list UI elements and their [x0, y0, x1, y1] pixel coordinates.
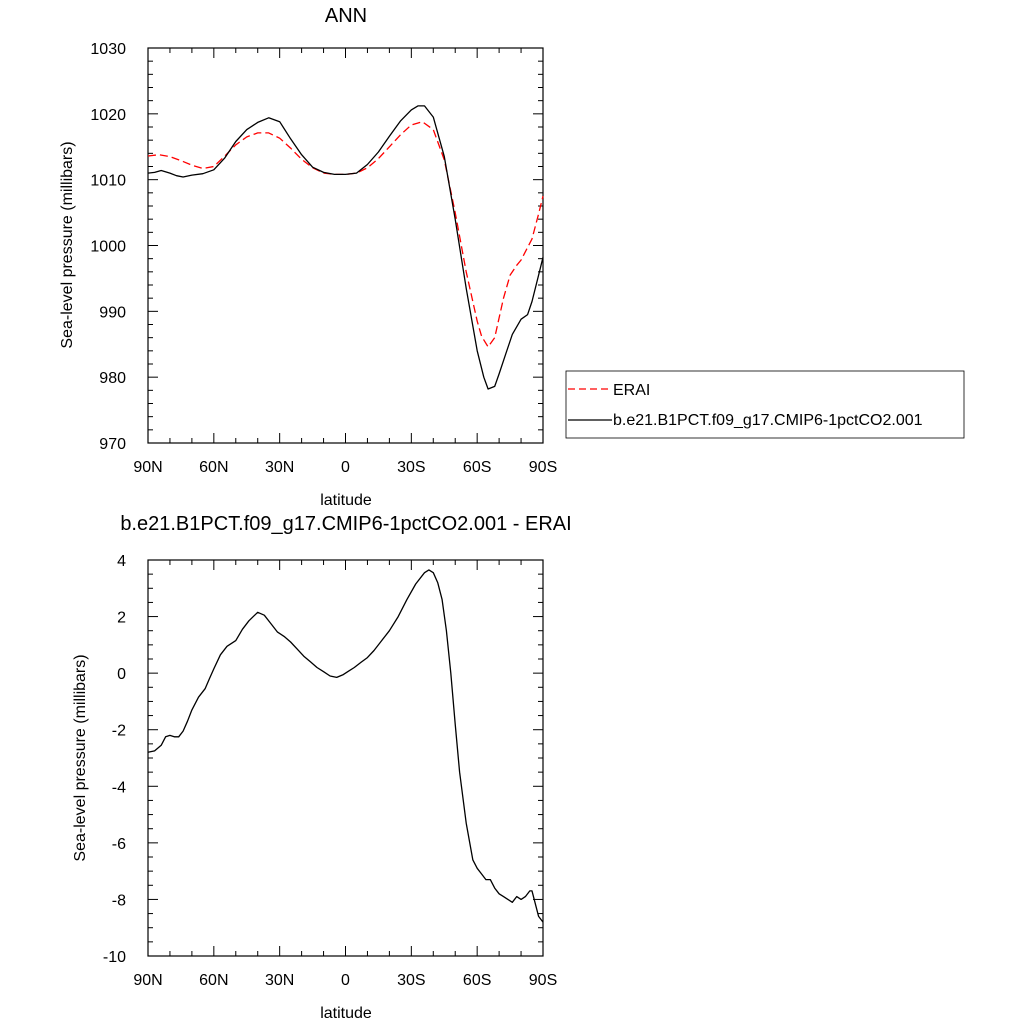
y-tick-label: -8 [112, 892, 126, 909]
y-tick-label: 980 [99, 370, 126, 387]
x-tick-label: 60S [463, 459, 491, 476]
bottom-y-tick-labels: -10 -8 -6 -4 -2 0 2 4 [103, 553, 126, 966]
x-tick-label: 60S [463, 972, 491, 989]
bottom-panel: b.e21.B1PCT.f09_g17.CMIP6-1pctCO2.001 - … [72, 513, 572, 1022]
x-tick-label: 30S [397, 459, 425, 476]
x-tick-label: 30N [265, 459, 294, 476]
bottom-ticks [147, 559, 544, 957]
top-series-lines [147, 105, 544, 390]
y-tick-label: 1030 [90, 41, 126, 58]
y-tick-label: 1020 [90, 107, 126, 124]
y-tick-label: 970 [99, 436, 126, 453]
bottom-y-axis-label: Sea-level pressure (millibars) [72, 654, 89, 861]
y-tick-label: -2 [112, 723, 126, 740]
y-tick-label: 1010 [90, 173, 126, 190]
y-tick-label: 4 [117, 553, 126, 570]
bottom-x-axis-label: latitude [320, 1005, 372, 1022]
bottom-x-tick-labels: 90N 60N 30N 0 30S 60S 90S [133, 972, 557, 989]
series-line-erai [147, 121, 544, 348]
legend: ERAI b.e21.B1PCT.f09_g17.CMIP6-1pctCO2.0… [565, 370, 965, 439]
top-y-axis-label: Sea-level pressure (millibars) [59, 141, 76, 348]
y-tick-label: 2 [117, 610, 126, 627]
bottom-chart-title: b.e21.B1PCT.f09_g17.CMIP6-1pctCO2.001 - … [120, 513, 571, 535]
y-tick-label: -10 [103, 949, 126, 966]
x-tick-label: 90N [133, 459, 162, 476]
x-tick-label: 30S [397, 972, 425, 989]
y-tick-label: 0 [117, 666, 126, 683]
x-tick-label: 90S [529, 972, 557, 989]
top-x-tick-labels: 90N 60N 30N 0 30S 60S 90S [133, 459, 557, 476]
bottom-series-lines [147, 569, 544, 923]
y-tick-label: -6 [112, 836, 126, 853]
x-tick-label: 0 [341, 972, 350, 989]
top-y-tick-labels: 970 980 990 1000 1010 1020 1030 [90, 41, 126, 453]
x-tick-label: 30N [265, 972, 294, 989]
series-line-model [147, 105, 544, 390]
y-tick-label: -4 [112, 779, 126, 796]
x-tick-label: 90N [133, 972, 162, 989]
top-plot-frame [147, 47, 544, 444]
y-tick-label: 1000 [90, 239, 126, 256]
series-line-difference [147, 569, 544, 923]
legend-box [565, 370, 965, 439]
y-tick-label: 990 [99, 304, 126, 321]
legend-erai-label: ERAI [613, 382, 650, 399]
x-tick-label: 60N [199, 459, 228, 476]
x-tick-label: 0 [341, 459, 350, 476]
bottom-plot-frame [147, 559, 544, 957]
x-tick-label: 90S [529, 459, 557, 476]
x-tick-label: 60N [199, 972, 228, 989]
legend-model-label: b.e21.B1PCT.f09_g17.CMIP6-1pctCO2.001 [613, 412, 923, 429]
top-x-axis-label: latitude [320, 492, 372, 509]
top-chart-title: ANN [325, 5, 367, 27]
top-ticks [147, 47, 544, 444]
top-panel: ANN 90N 60N 30N 0 30S 60S 90S 970 980 990 1000 101… [59, 5, 557, 509]
